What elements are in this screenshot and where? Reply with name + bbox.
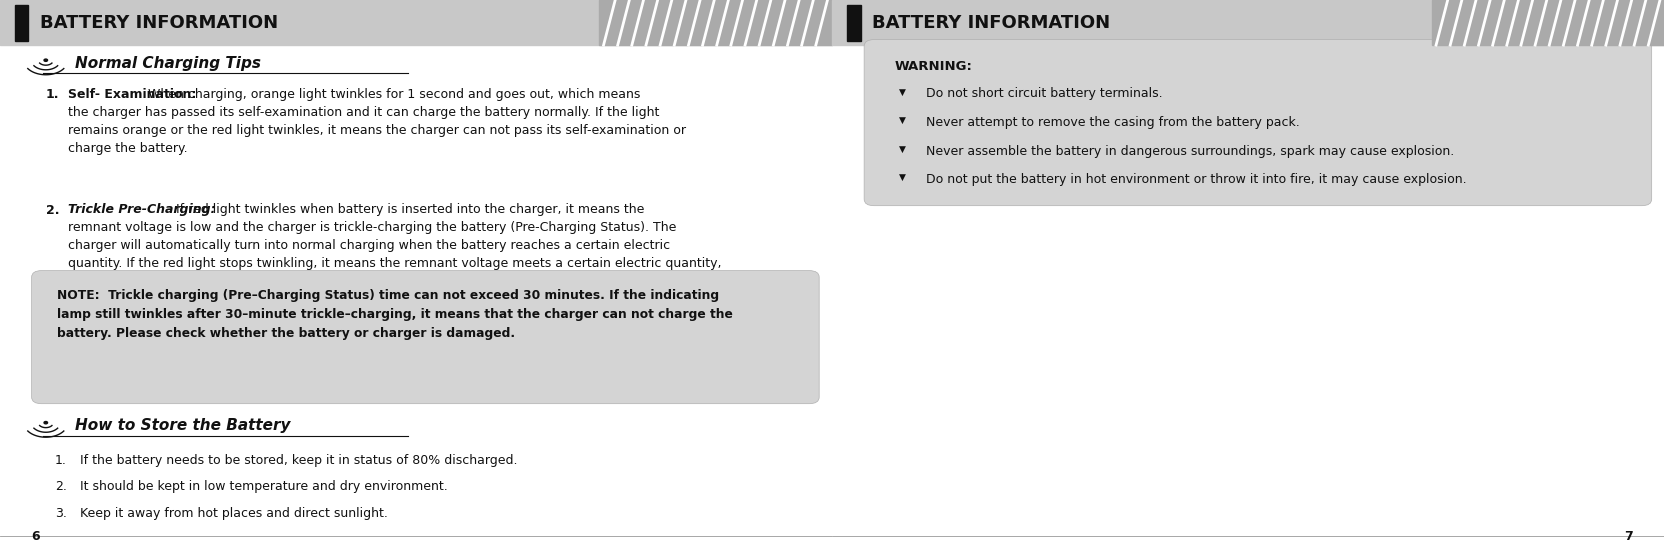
Text: If red light twinkles when battery is inserted into the charger, it means the
re: If red light twinkles when battery is in… bbox=[68, 204, 721, 289]
Text: BATTERY INFORMATION: BATTERY INFORMATION bbox=[872, 14, 1110, 31]
Text: 3.: 3. bbox=[55, 507, 67, 520]
Text: Never assemble the battery in dangerous surroundings, spark may cause explosion.: Never assemble the battery in dangerous … bbox=[925, 145, 1453, 158]
Text: How to Store the Battery: How to Store the Battery bbox=[75, 418, 290, 433]
Bar bbox=[15, 4, 28, 41]
Text: If the battery needs to be stored, keep it in status of 80% discharged.: If the battery needs to be stored, keep … bbox=[80, 454, 518, 467]
Text: ▼: ▼ bbox=[899, 116, 905, 125]
Text: BATTERY INFORMATION: BATTERY INFORMATION bbox=[40, 14, 278, 31]
Text: ▼: ▼ bbox=[899, 173, 905, 182]
Text: ▼: ▼ bbox=[899, 145, 905, 153]
Text: Self- Examination:: Self- Examination: bbox=[68, 88, 196, 101]
Text: Do not put the battery in hot environment or throw it into fire, it may cause ex: Do not put the battery in hot environmen… bbox=[925, 173, 1466, 186]
Text: Trickle Pre-Charging:: Trickle Pre-Charging: bbox=[68, 204, 216, 217]
Text: NOTE:  Trickle charging (Pre–Charging Status) time can not exceed 30 minutes. If: NOTE: Trickle charging (Pre–Charging Sta… bbox=[57, 289, 732, 340]
Text: 7: 7 bbox=[1624, 530, 1632, 543]
Circle shape bbox=[43, 59, 48, 62]
Text: 2.: 2. bbox=[47, 204, 60, 217]
Bar bbox=[832, 0, 1664, 45]
Text: 2.: 2. bbox=[55, 480, 67, 493]
Text: Never attempt to remove the casing from the battery pack.: Never attempt to remove the casing from … bbox=[925, 116, 1298, 129]
Bar bbox=[847, 4, 860, 41]
Text: 1.: 1. bbox=[55, 454, 67, 467]
Bar bbox=[1431, 0, 1664, 45]
Text: Do not short circuit battery terminals.: Do not short circuit battery terminals. bbox=[925, 87, 1161, 101]
FancyBboxPatch shape bbox=[864, 40, 1651, 206]
Bar bbox=[599, 0, 832, 45]
Text: Normal Charging Tips: Normal Charging Tips bbox=[75, 56, 261, 70]
Text: WARNING:: WARNING: bbox=[895, 60, 972, 73]
Bar bbox=[0, 0, 832, 45]
Text: Keep it away from hot places and direct sunlight.: Keep it away from hot places and direct … bbox=[80, 507, 388, 520]
Text: When charging, orange light twinkles for 1 second and goes out, which means
the : When charging, orange light twinkles for… bbox=[68, 88, 686, 155]
Circle shape bbox=[43, 421, 48, 424]
FancyBboxPatch shape bbox=[32, 271, 819, 404]
Text: It should be kept in low temperature and dry environment.: It should be kept in low temperature and… bbox=[80, 480, 448, 493]
Text: ▼: ▼ bbox=[899, 87, 905, 96]
Text: 6: 6 bbox=[32, 530, 40, 543]
Text: 1.: 1. bbox=[47, 88, 60, 101]
